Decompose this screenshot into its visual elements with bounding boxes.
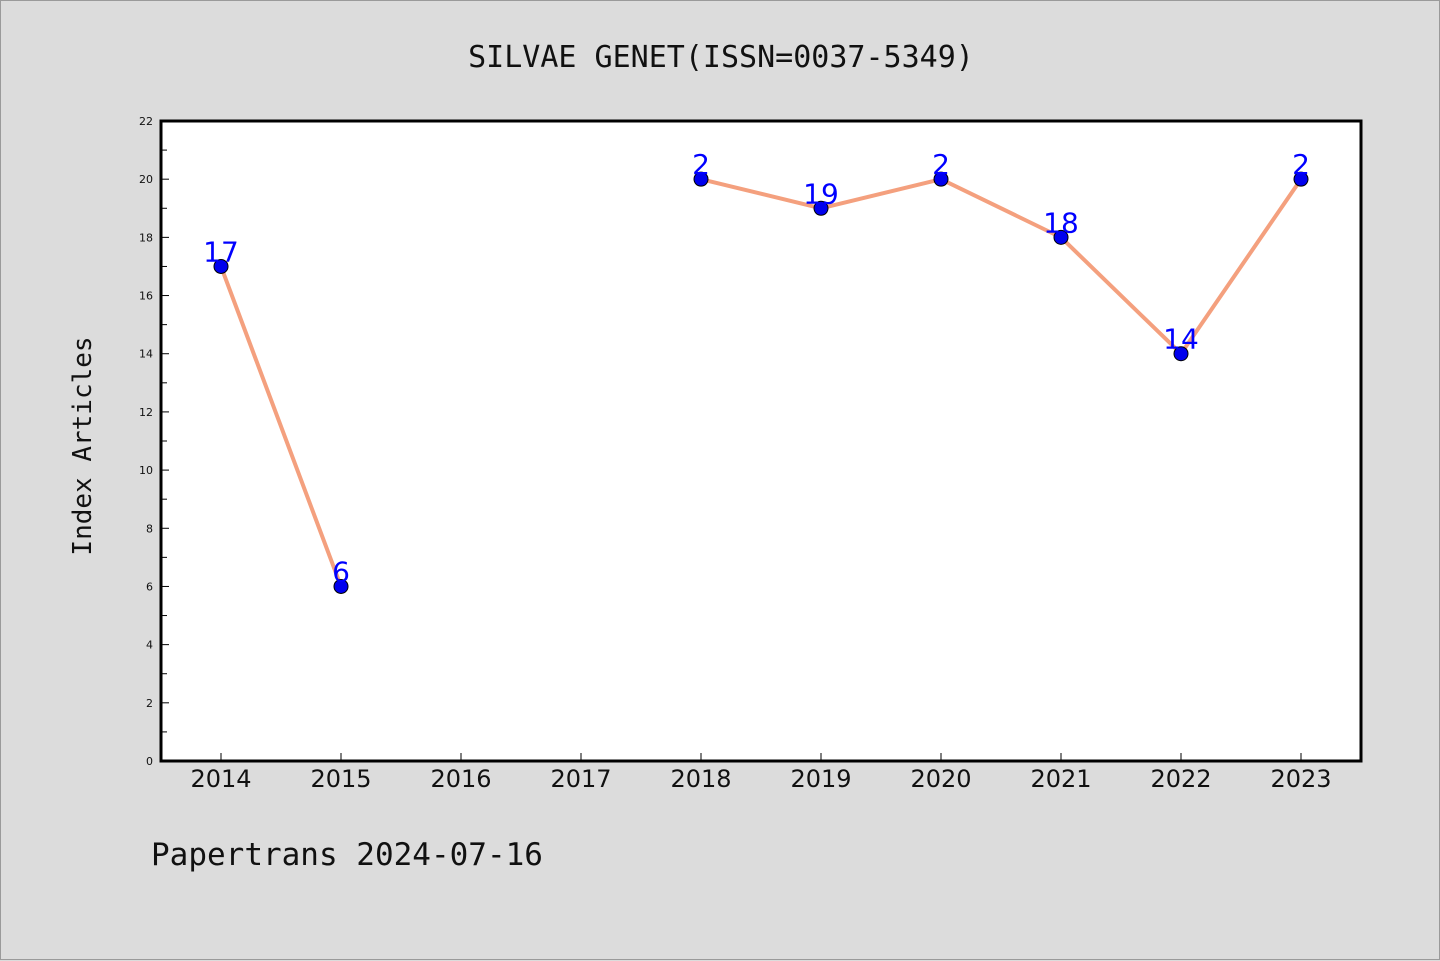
- data-point: [333, 578, 349, 594]
- data-label: 18: [1043, 206, 1079, 239]
- data-point: [1053, 229, 1069, 245]
- x-tick-label: 2019: [790, 765, 851, 793]
- x-tick-label: 2016: [430, 765, 491, 793]
- y-axis: 0 2 4 6 8 10 12 14 16 18 20 22: [139, 115, 169, 768]
- data-label: 19: [803, 177, 839, 210]
- data-label: 2: [932, 148, 950, 181]
- series-line: [219, 264, 343, 589]
- y-tick-label: 16: [139, 290, 153, 303]
- y-tick-label: 10: [139, 464, 153, 477]
- data-point: [1293, 171, 1309, 187]
- x-tick-label: 2014: [190, 765, 251, 793]
- data-label: 2: [692, 148, 710, 181]
- series-group: [213, 171, 1309, 594]
- y-tick-label: 6: [146, 580, 153, 593]
- x-tick-label: 2015: [310, 765, 371, 793]
- data-labels-group: 17 6 2 19 2 18 14 2: [203, 148, 1310, 588]
- footer-credit: Papertrans 2024-07-16: [151, 837, 543, 873]
- y-tick-label: 18: [139, 231, 153, 244]
- data-point: [213, 258, 229, 274]
- data-label: 2: [1292, 148, 1310, 181]
- x-tick-label: 2021: [1030, 765, 1091, 793]
- x-axis: 2014 2015 2016 2017 2018 2019 2020 2021 2022 2023: [190, 753, 1332, 793]
- data-label: 6: [332, 555, 350, 588]
- x-tick-label: 2023: [1270, 765, 1331, 793]
- y-tick-label: 20: [139, 173, 153, 186]
- data-point: [813, 200, 829, 216]
- y-tick-label: 2: [146, 697, 153, 710]
- data-label: 17: [203, 235, 239, 268]
- y-tick-label: 0: [146, 755, 153, 768]
- y-tick-label: 14: [139, 348, 153, 361]
- x-tick-label: 2017: [550, 765, 611, 793]
- x-tick-label: 2022: [1150, 765, 1211, 793]
- x-tick-label: 2018: [670, 765, 731, 793]
- y-tick-label: 22: [139, 115, 153, 128]
- data-point: [933, 171, 949, 187]
- data-point: [1173, 346, 1189, 362]
- y-tick-label: 12: [139, 406, 153, 419]
- chart-title: SILVAE GENET(ISSN=0037-5349): [468, 40, 974, 75]
- y-axis-label: Index Articles: [68, 336, 98, 555]
- data-point: [693, 171, 709, 187]
- plot-area: [159, 119, 1363, 763]
- y-tick-label: 4: [146, 639, 153, 652]
- y-tick-label: 8: [146, 522, 153, 535]
- x-tick-label: 2020: [910, 765, 971, 793]
- data-label: 14: [1163, 323, 1199, 356]
- series-line: [699, 177, 1303, 356]
